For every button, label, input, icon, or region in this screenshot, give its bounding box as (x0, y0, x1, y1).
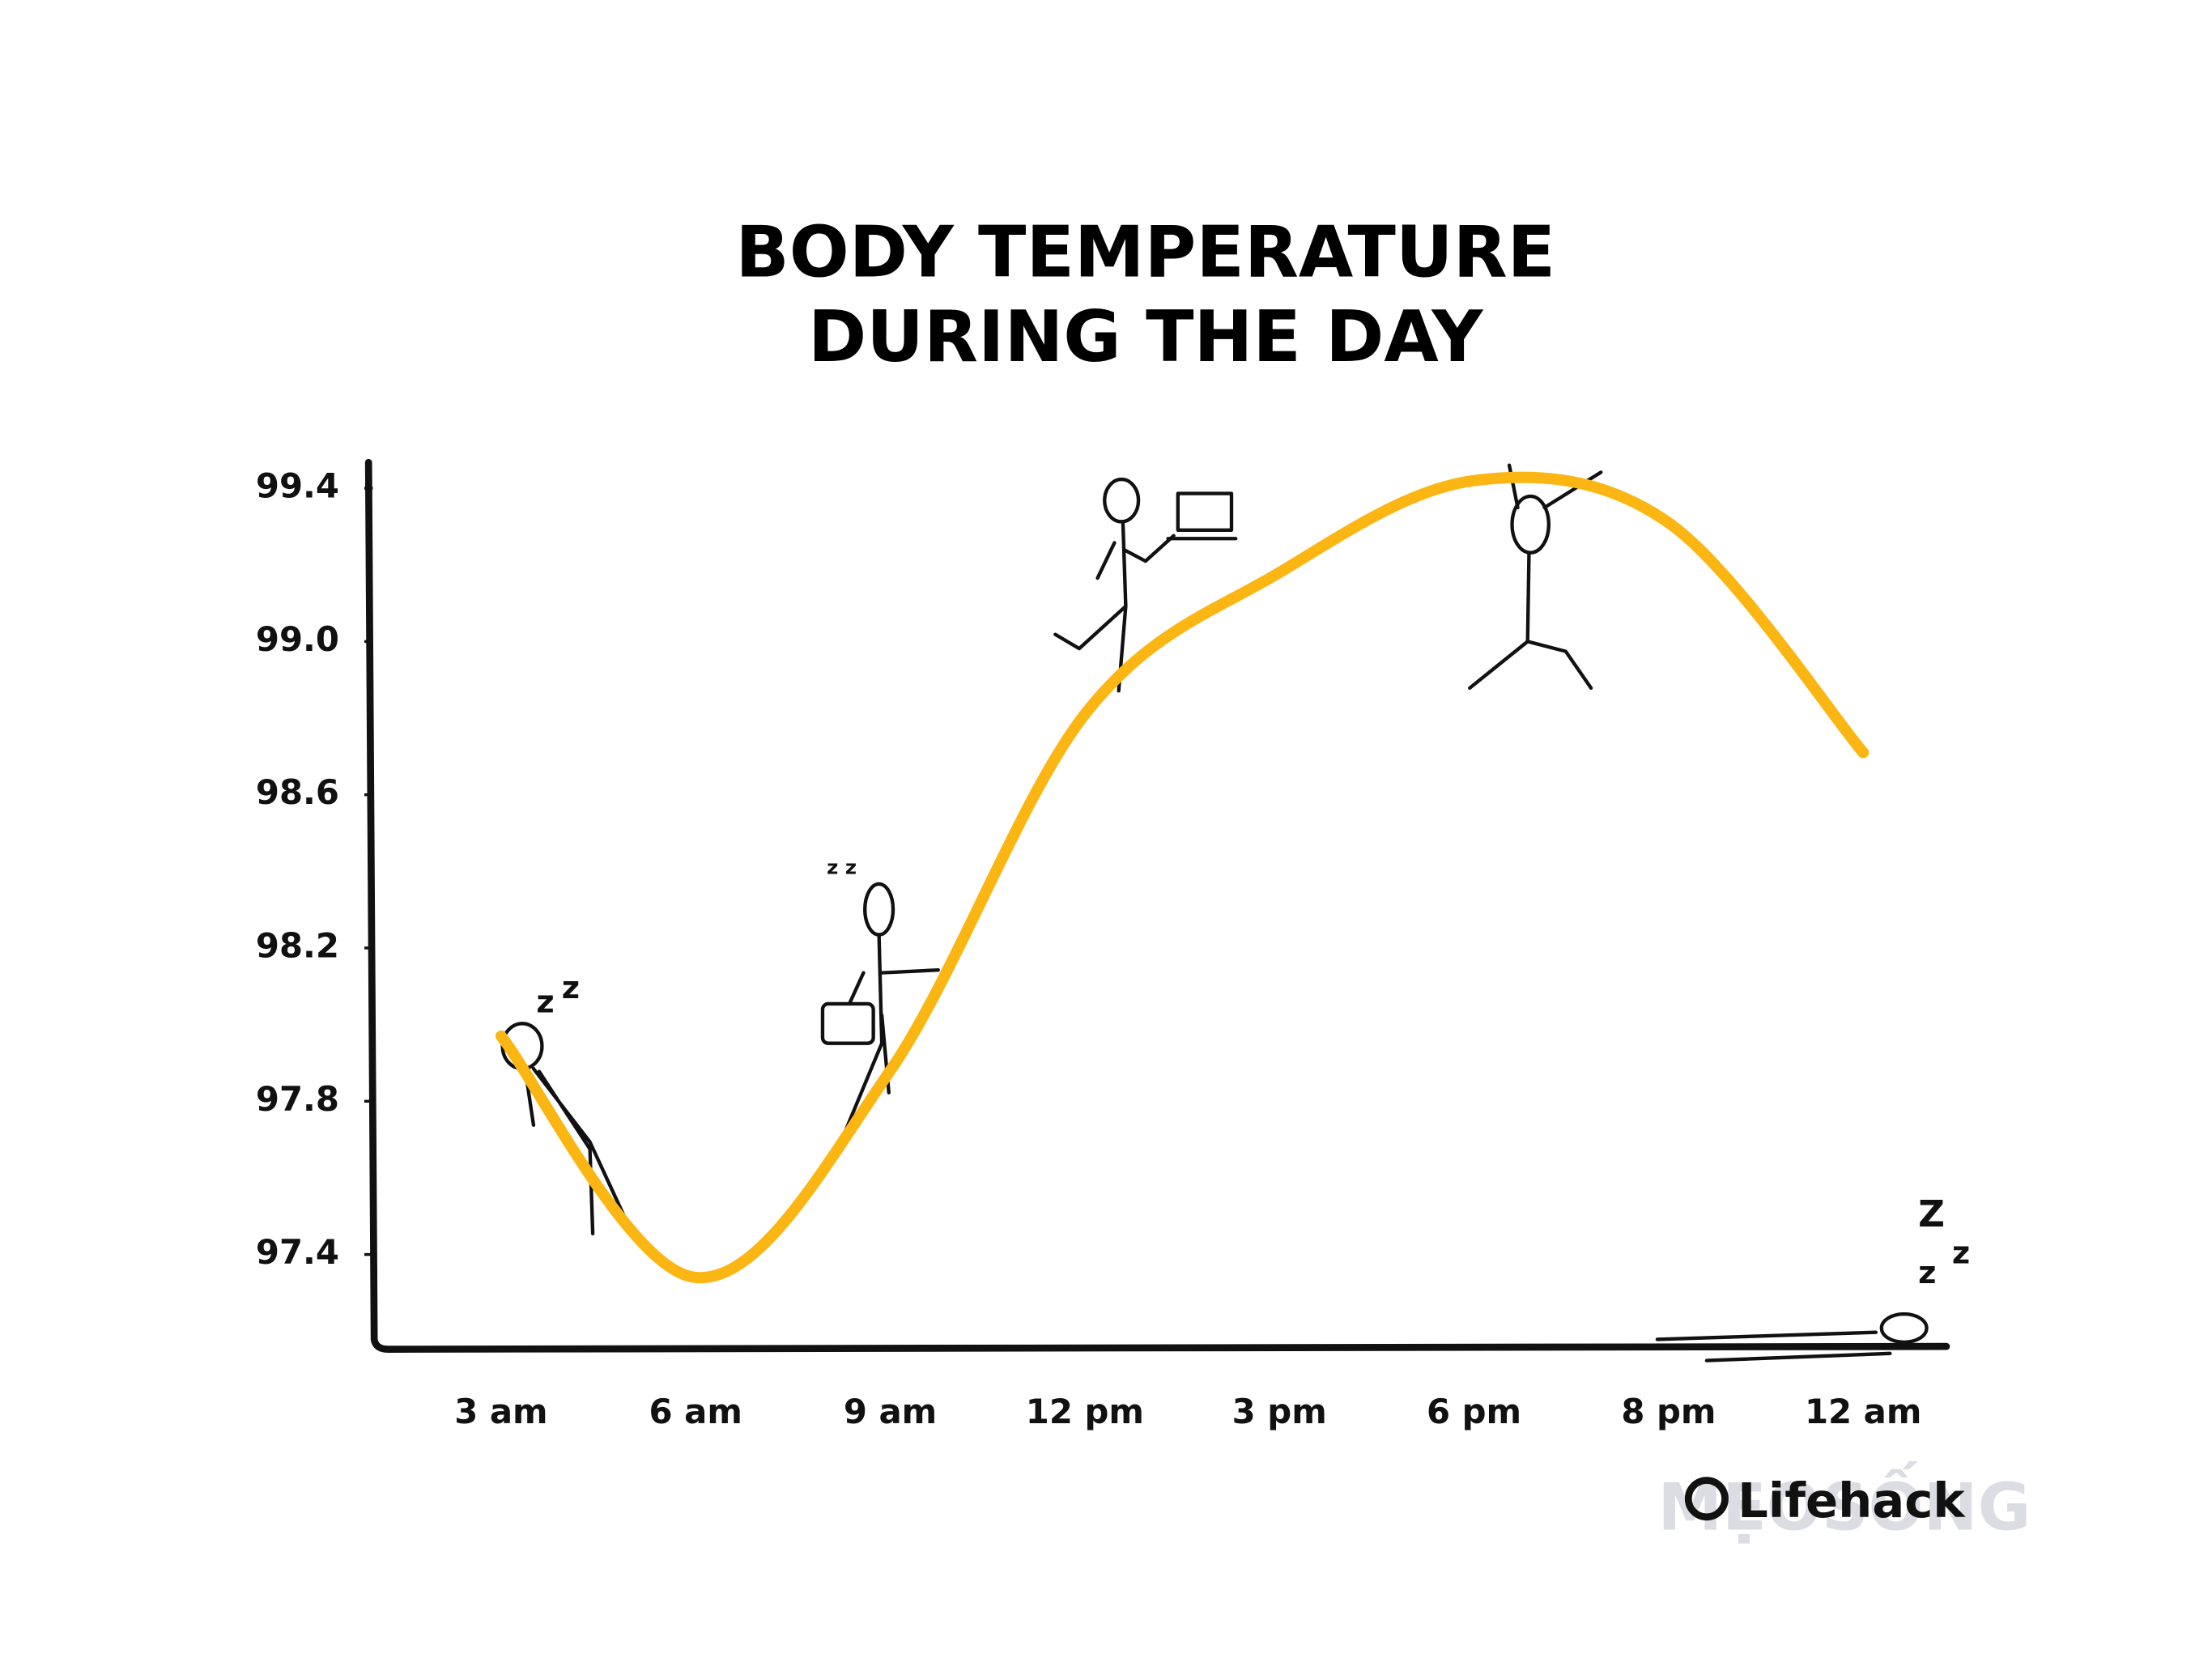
credit-icon (1684, 1477, 1729, 1521)
x-tick-label: 8 pm (1621, 1392, 1716, 1431)
line (495, 471, 1870, 1283)
axes (364, 458, 1950, 1353)
x-tick-label: 12 am (1805, 1392, 1921, 1431)
svg-text:z: z (536, 984, 554, 1020)
chart-title: DURING THE DAY (808, 295, 1483, 378)
chart-title: BODY TEMPERATURE (735, 210, 1555, 293)
y-tick-label: 98.2 (256, 925, 339, 965)
x-tick-label: 6 am (649, 1392, 742, 1431)
figures (500, 463, 1929, 1363)
svg-text:z: z (562, 970, 580, 1006)
x-tick-label: 3 am (454, 1392, 547, 1431)
watermark: MẸOSỐNG (1657, 1461, 2031, 1545)
x-tick-label: 3 pm (1232, 1392, 1327, 1431)
svg-text:z: z (1918, 1255, 1936, 1291)
y-tick-label: 98.6 (256, 772, 339, 812)
x-tick-label: 12 pm (1026, 1392, 1144, 1431)
svg-text:Z: Z (1918, 1192, 1945, 1235)
y-tick-label: 99.4 (256, 466, 339, 506)
y-tick-label: 97.4 (256, 1232, 339, 1272)
credit: Lifehack (1738, 1473, 1966, 1528)
y-tick-label: 99.0 (256, 619, 339, 659)
y-tick-label: 97.8 (256, 1079, 339, 1119)
x-tick-label: 9 am (844, 1392, 937, 1431)
x-tick-label: 6 pm (1427, 1392, 1521, 1431)
svg-text:z z: z z (827, 856, 857, 879)
svg-text:z: z (1952, 1235, 1970, 1271)
